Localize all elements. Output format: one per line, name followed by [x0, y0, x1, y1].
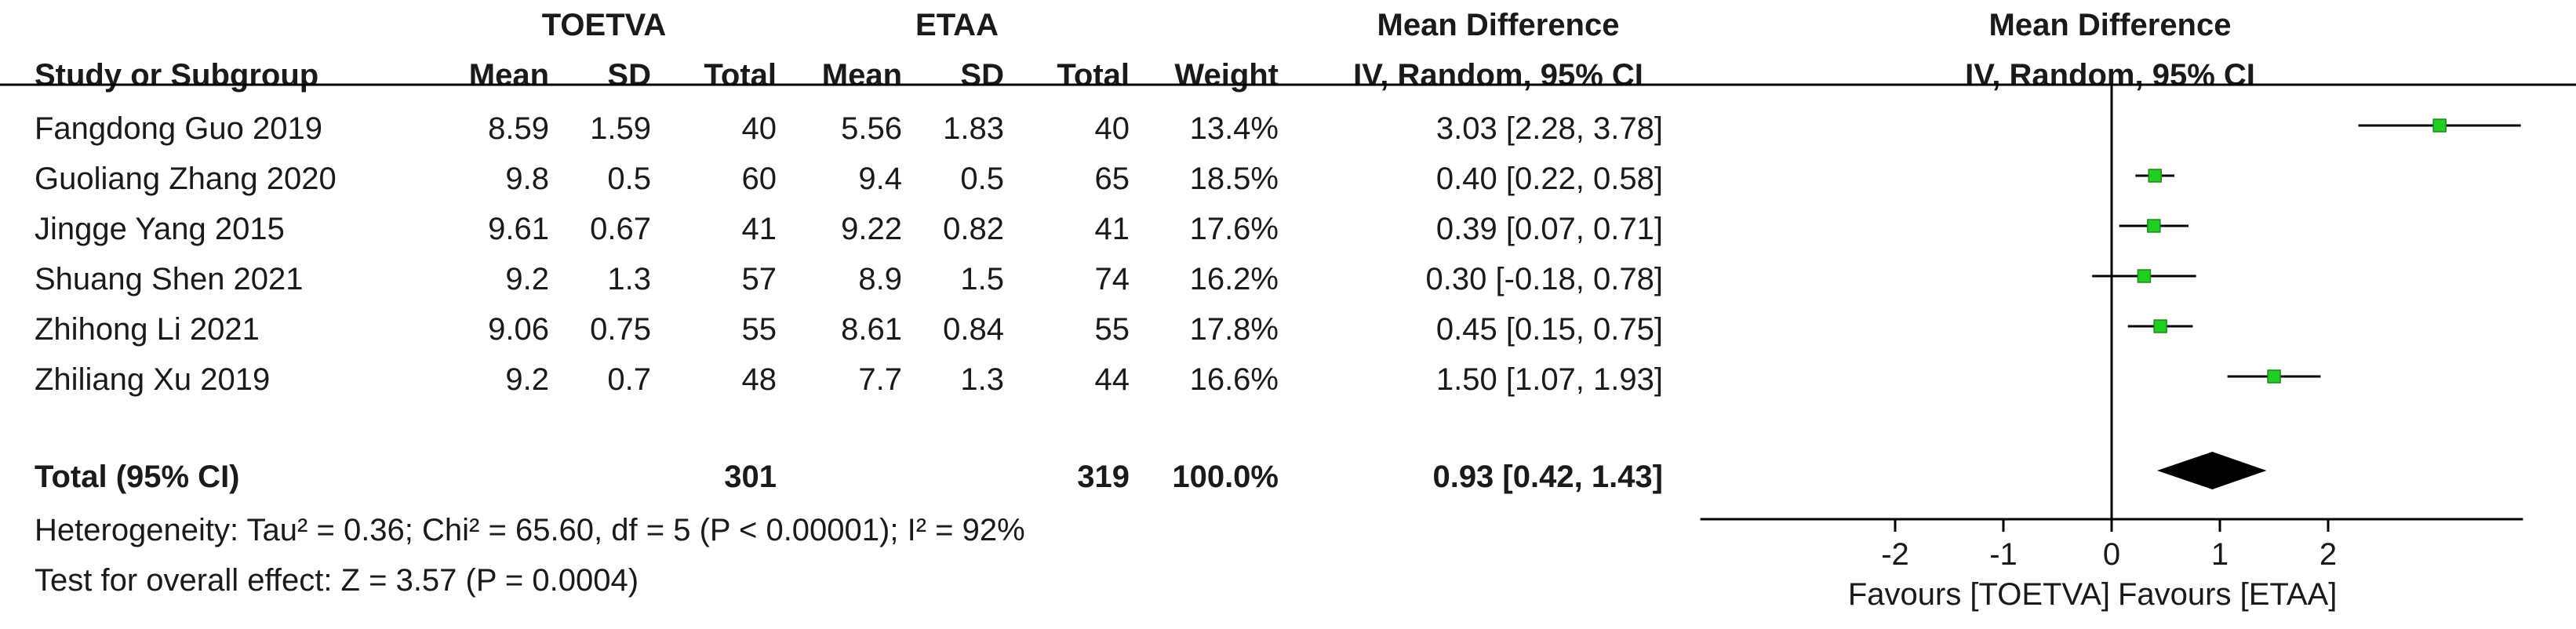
total-ci: 0.93 [0.42, 1.43] [1432, 460, 1663, 494]
total2-cell: 44 [1094, 362, 1130, 397]
sd2-cell: 1.3 [960, 362, 1004, 397]
total1-cell: 41 [741, 212, 777, 246]
study-name: Fangdong Guo 2019 [35, 111, 322, 146]
mean1-cell: 9.8 [505, 162, 549, 196]
mean1-cell: 9.2 [505, 262, 549, 296]
mean1-cell: 9.06 [488, 312, 549, 347]
group2-header: ETAA [915, 8, 999, 42]
mean2-cell: 5.56 [841, 111, 902, 146]
ci-cell: 0.39 [0.07, 0.71] [1435, 212, 1663, 246]
weight-cell: 18.5% [1189, 162, 1279, 196]
sd2-cell: 0.82 [943, 212, 1004, 246]
total1-cell: 55 [741, 312, 777, 347]
effect-square [2267, 369, 2281, 384]
pooled-diamond [2156, 452, 2267, 489]
ci-cell: 0.45 [0.15, 0.75] [1435, 312, 1663, 347]
total1-cell: 40 [741, 111, 777, 146]
total2-cell: 74 [1094, 262, 1130, 296]
weight-cell: 16.2% [1189, 262, 1279, 296]
x-tick-label: 0 [2103, 537, 2120, 572]
ci-cell: 0.40 [0.22, 0.58] [1435, 162, 1663, 196]
sd2-cell: 1.5 [960, 262, 1004, 296]
total1-cell: 57 [741, 262, 777, 296]
sd1-cell: 1.59 [590, 111, 651, 146]
total2-cell: 41 [1094, 212, 1130, 246]
study-name: Jingge Yang 2015 [35, 212, 285, 246]
favours-left-label: Favours [TOETVA] [1847, 577, 2110, 612]
md-header: Mean Difference [1377, 8, 1620, 42]
total2-cell: 55 [1094, 312, 1130, 347]
effect-square [2137, 269, 2152, 283]
study-name: Shuang Shen 2021 [35, 262, 304, 296]
study-name: Guoliang Zhang 2020 [35, 162, 337, 196]
weight-cell: 17.8% [1189, 312, 1279, 347]
heterogeneity-text: Heterogeneity: Tau² = 0.36; Chi² = 65.60… [35, 513, 1025, 547]
ci-cell: 1.50 [1.07, 1.93] [1435, 362, 1663, 397]
weight-cell: 16.6% [1189, 362, 1279, 397]
mean1-cell: 9.61 [488, 212, 549, 246]
total2-cell: 65 [1094, 162, 1130, 196]
total1-cell: 60 [741, 162, 777, 196]
total2-cell: 40 [1094, 111, 1130, 146]
total2-sum: 319 [1077, 460, 1130, 494]
ci-cell: 0.30 [-0.18, 0.78] [1425, 262, 1663, 296]
total1-cell: 48 [741, 362, 777, 397]
ci-cell: 3.03 [2.28, 3.78] [1435, 111, 1663, 146]
mean2-cell: 8.9 [858, 262, 902, 296]
sd2-cell: 1.83 [943, 111, 1004, 146]
overall-effect-text: Test for overall effect: Z = 3.57 (P = 0… [35, 563, 639, 598]
weight-cell: 17.6% [1189, 212, 1279, 246]
mean2-cell: 8.61 [841, 312, 902, 347]
sd1-cell: 0.7 [607, 362, 651, 397]
plot-header: Mean Difference [1988, 8, 2232, 42]
total-label: Total (95% CI) [35, 460, 240, 494]
sd2-cell: 0.84 [943, 312, 1004, 347]
effect-square [2147, 219, 2161, 233]
sd1-cell: 0.5 [607, 162, 651, 196]
mean2-cell: 9.22 [841, 212, 902, 246]
mean1-cell: 8.59 [488, 111, 549, 146]
x-tick-label: 2 [2319, 537, 2337, 572]
sd2-cell: 0.5 [960, 162, 1004, 196]
total1-sum: 301 [724, 460, 777, 494]
sd1-cell: 0.75 [590, 312, 651, 347]
sd1-cell: 0.67 [590, 212, 651, 246]
study-name: Zhihong Li 2021 [35, 312, 260, 347]
x-tick-label: 1 [2211, 537, 2229, 572]
effect-square [2432, 118, 2447, 133]
effect-square [2148, 169, 2162, 183]
x-tick-label: -2 [1881, 537, 1909, 572]
mean1-cell: 9.2 [505, 362, 549, 397]
group1-header: TOETVA [541, 8, 667, 42]
mean2-cell: 9.4 [858, 162, 902, 196]
sd1-cell: 1.3 [607, 262, 651, 296]
effect-square [2153, 319, 2167, 333]
mean2-cell: 7.7 [858, 362, 902, 397]
x-tick-label: -1 [1989, 537, 2018, 572]
study-name: Zhiliang Xu 2019 [35, 362, 271, 397]
weight-cell: 13.4% [1189, 111, 1279, 146]
total-weight: 100.0% [1172, 460, 1279, 494]
favours-right-label: Favours [ETAA] [2118, 577, 2338, 612]
